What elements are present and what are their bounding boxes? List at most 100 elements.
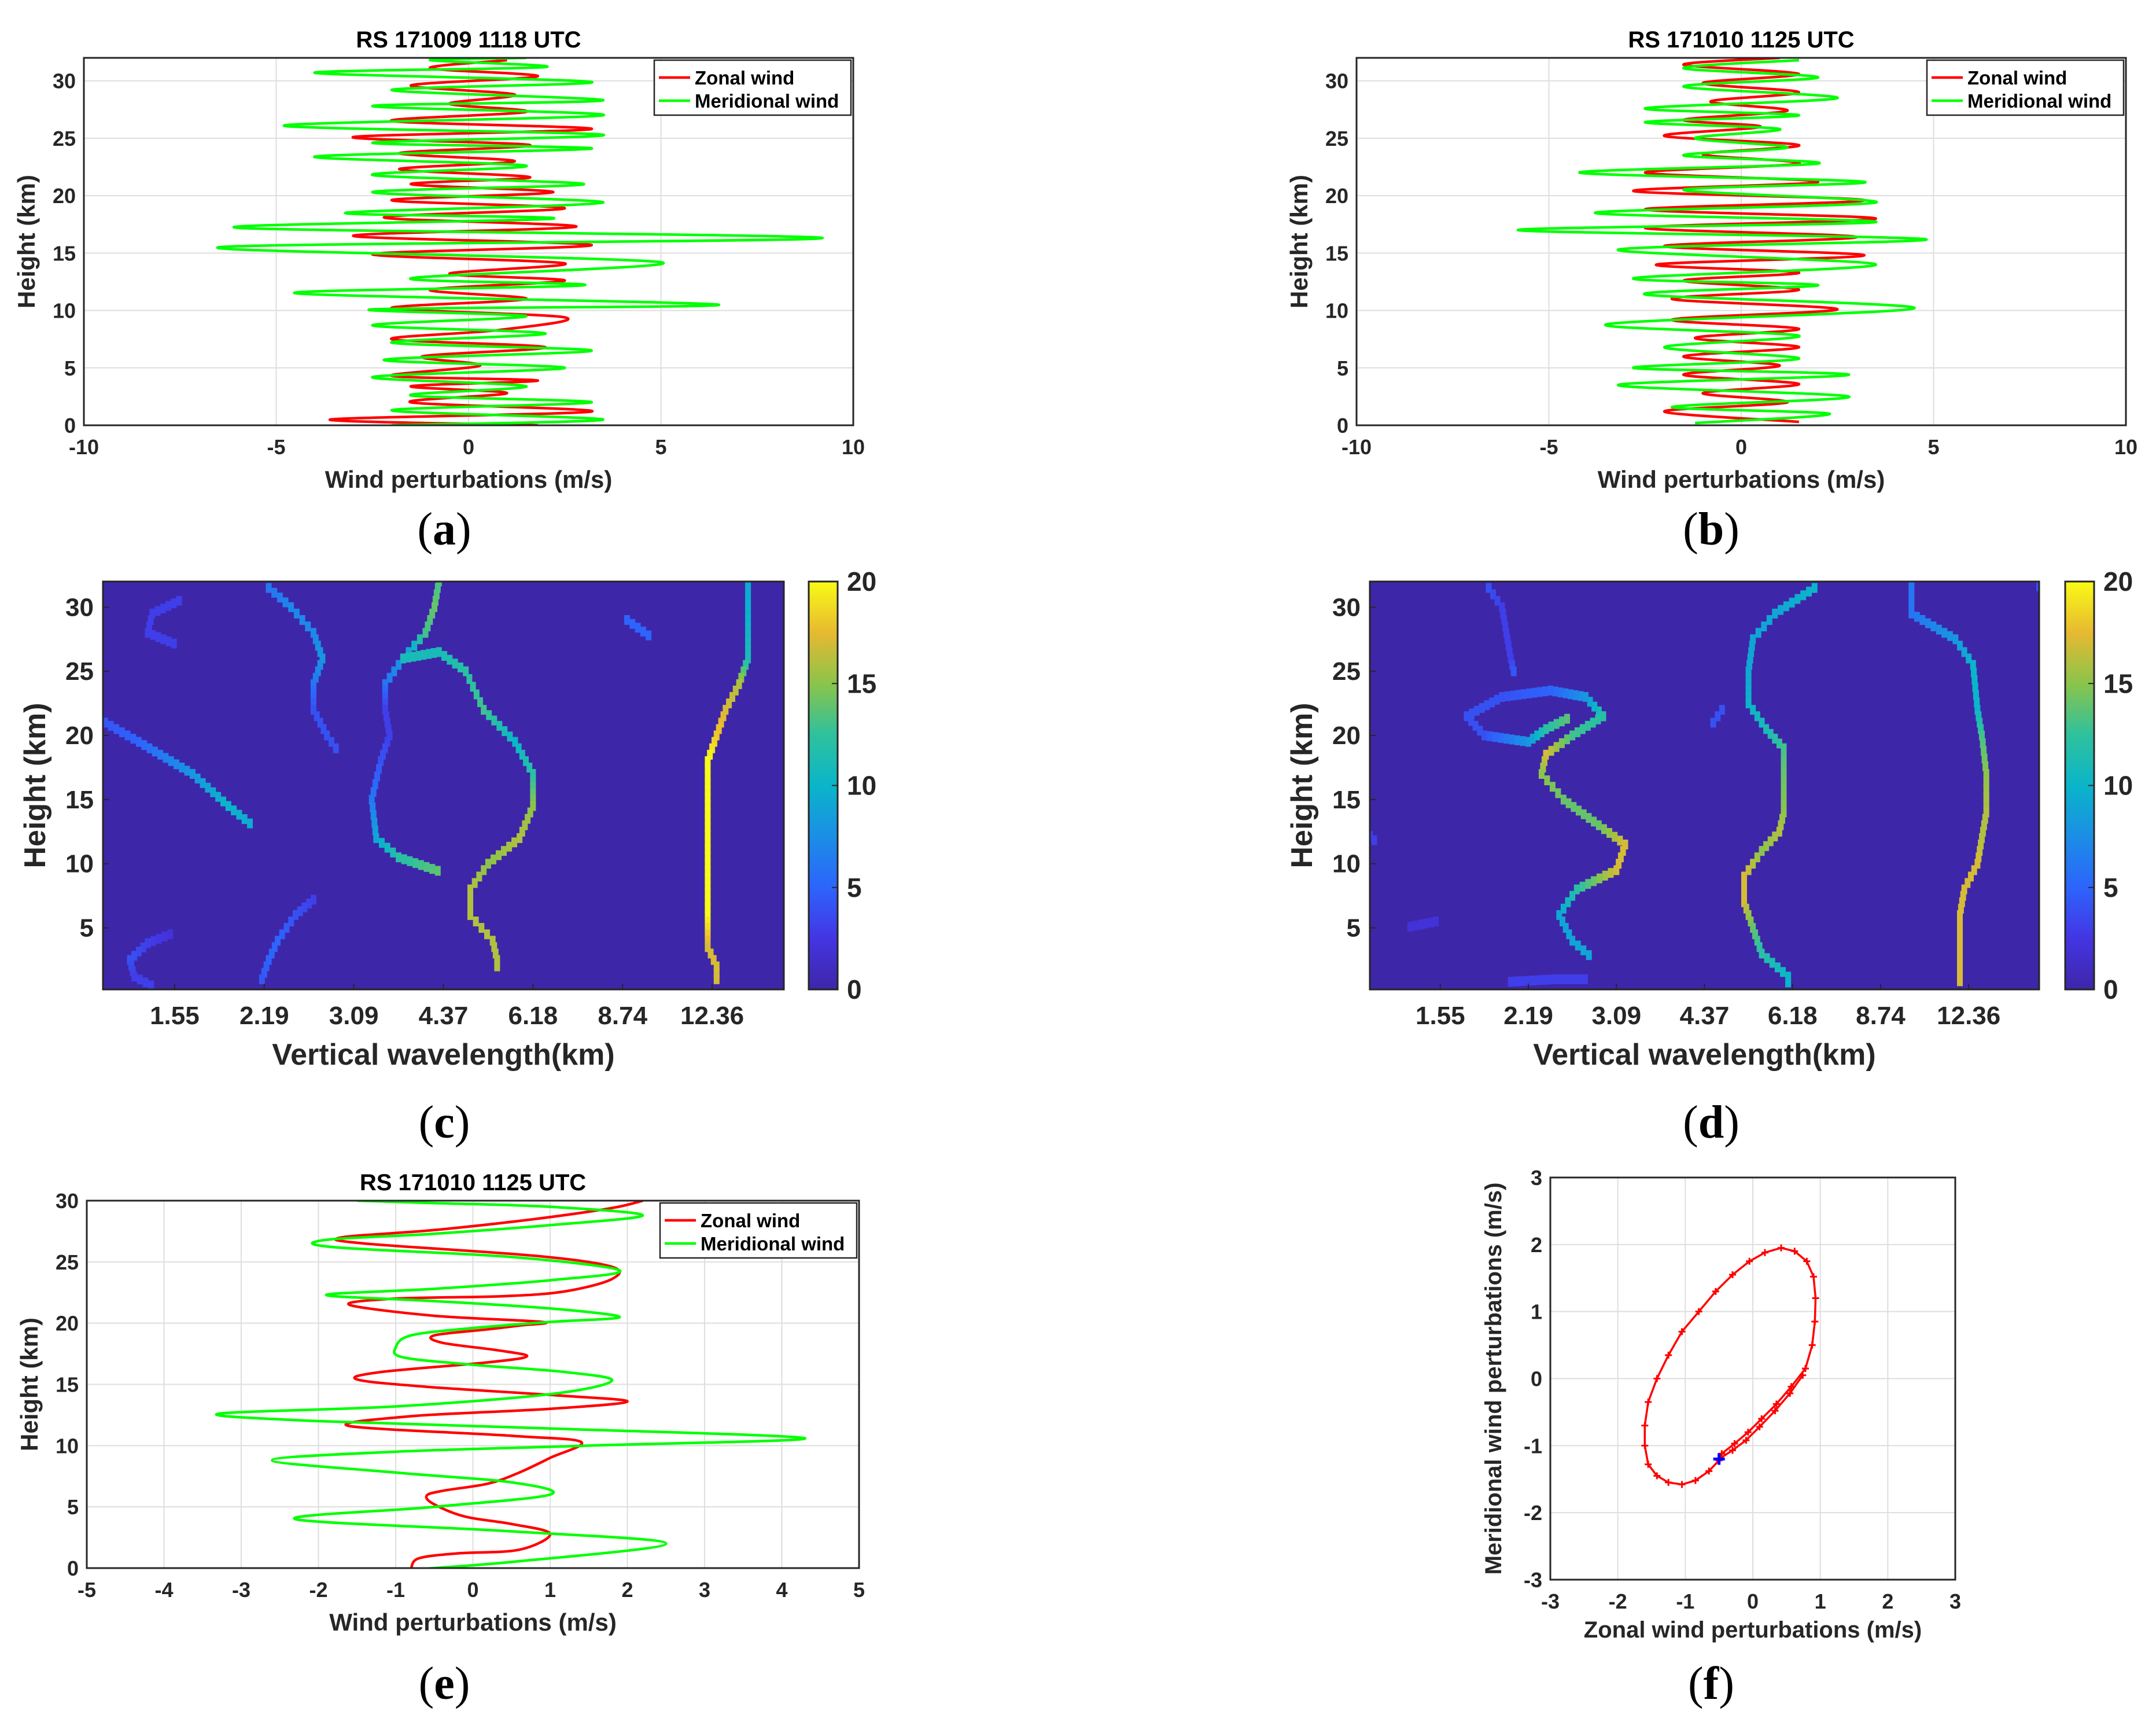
heatmap-cell [113, 724, 120, 734]
heatmap-cell [745, 653, 751, 664]
heatmap-cell [745, 615, 751, 625]
chart-title: RS 171010 1125 UTC [360, 1170, 586, 1195]
x-axis-label: Vertical wavelength(km) [272, 1038, 614, 1072]
heatmap-cell [378, 756, 384, 766]
heatmap-cell [373, 833, 379, 843]
heatmap-cell [1612, 831, 1618, 842]
heatmap-cell [1433, 917, 1439, 926]
heatmap-cell [386, 730, 393, 741]
x-tick-label: -5 [1539, 435, 1558, 459]
heatmap-cell [1536, 687, 1543, 697]
heatmap-cell [745, 646, 751, 656]
heatmap-cell [530, 775, 536, 786]
heatmap-cell [184, 766, 190, 776]
heatmap-cell [512, 737, 518, 747]
heatmap-cell [1575, 727, 1580, 737]
heatmap-cell [160, 604, 166, 614]
heatmap-cell [1971, 865, 1977, 875]
heatmap-cell [1781, 769, 1787, 779]
x-tick-label: -5 [267, 435, 285, 459]
heatmap-cell [530, 782, 536, 792]
heatmap-cell [268, 948, 275, 959]
chart-panel-c: 1.55 2.19 3.09 4.37 6.18 8.74 12.36 5 10 15 20 25 30… [19, 566, 876, 1072]
colorbar-tick-label: 5 [847, 873, 862, 903]
heatmap-cell [1617, 836, 1623, 846]
heatmap-cell [145, 938, 151, 948]
panel-label-f: (f) [1688, 1658, 1734, 1709]
heatmap-cell [1983, 769, 1989, 779]
colorbar-tick-label: 15 [847, 668, 876, 698]
heatmap-cell [1982, 761, 1989, 771]
x-tick-label: 12.36 [680, 1002, 744, 1030]
heatmap-cell [1596, 873, 1602, 884]
x-tick-label: -10 [69, 435, 99, 459]
heatmap-cell [314, 711, 320, 722]
y-tick-label: 30 [56, 1189, 79, 1213]
heatmap-cell [705, 942, 711, 952]
heatmap-cell [305, 621, 311, 632]
y-tick-label: 30 [1332, 593, 1361, 621]
heatmap-cell [301, 902, 308, 912]
heatmap-cell [370, 787, 377, 797]
heatmap-cell [171, 598, 177, 609]
heatmap-cell [473, 917, 479, 926]
heatmap-cell [1741, 878, 1747, 888]
heatmap-cell [1565, 798, 1572, 808]
heatmap-cell [427, 615, 433, 625]
heatmap-cell [473, 689, 480, 700]
heatmap-cell [1761, 621, 1767, 632]
heatmap-cell [745, 582, 751, 587]
heatmap-cell [1515, 690, 1521, 700]
heatmap-cell [168, 756, 174, 766]
x-tick-label: 0 [1735, 435, 1747, 459]
heatmap-cell [1970, 660, 1976, 670]
heatmap-cell [1543, 749, 1549, 760]
heatmap-cell [1772, 831, 1778, 842]
heatmap-cell [421, 650, 427, 660]
heatmap-cell [1947, 631, 1953, 641]
hodograph-point [1645, 1399, 1652, 1406]
heatmap-cell [179, 763, 185, 772]
heatmap-cell [1778, 605, 1784, 615]
axes-box [86, 1199, 860, 1569]
heatmap-cell [1535, 975, 1542, 985]
hodograph-point [1756, 1423, 1763, 1430]
heatmap-cell [1914, 612, 1920, 622]
heatmap-cell [1600, 711, 1606, 722]
heatmap-cell [466, 674, 473, 684]
panel-label-b: (b) [1683, 504, 1739, 555]
heatmap-cell [1538, 727, 1545, 737]
hodograph-point [1808, 1341, 1816, 1349]
heatmap-cell [745, 599, 751, 610]
heatmap-cell [382, 685, 388, 696]
heatmap-cell [1580, 809, 1587, 819]
heatmap-cell [432, 595, 438, 606]
heatmap-cell [1759, 718, 1765, 728]
heatmap-cell [1957, 969, 1963, 980]
heatmap-cell [384, 737, 390, 747]
heatmap-cell [1781, 763, 1787, 772]
legend-label-zonal: Zonal wind [695, 67, 794, 89]
heatmap-cell [372, 779, 378, 789]
heatmap-cell [1754, 936, 1760, 946]
heatmap-cell [713, 967, 720, 978]
heatmap-cell [1591, 701, 1598, 712]
heatmap-cell [1481, 730, 1487, 741]
heatmap-cell [370, 810, 377, 820]
heatmap-cell [1978, 840, 1984, 849]
heatmap-cell [1566, 929, 1572, 940]
heatmap-cell [1565, 897, 1571, 907]
heatmap-cell [705, 903, 711, 913]
y-tick-label: 5 [1337, 356, 1348, 380]
heatmap-cell [740, 666, 747, 676]
heatmap-cell [1781, 784, 1787, 794]
chart-title: RS 171010 1125 UTC [1628, 27, 1854, 53]
heatmap-cell [140, 942, 146, 952]
heatmap-cell [1514, 735, 1520, 745]
y-tick-label: 0 [67, 1557, 79, 1580]
chart-panel-a: -10 -5 0 5 10 0 5 10 15 20 25 30 RS 171009 1118 UTC W… [13, 27, 865, 493]
heatmap-cell [1506, 647, 1513, 657]
heatmap-cell [1745, 910, 1752, 920]
heatmap-cell [152, 746, 158, 757]
